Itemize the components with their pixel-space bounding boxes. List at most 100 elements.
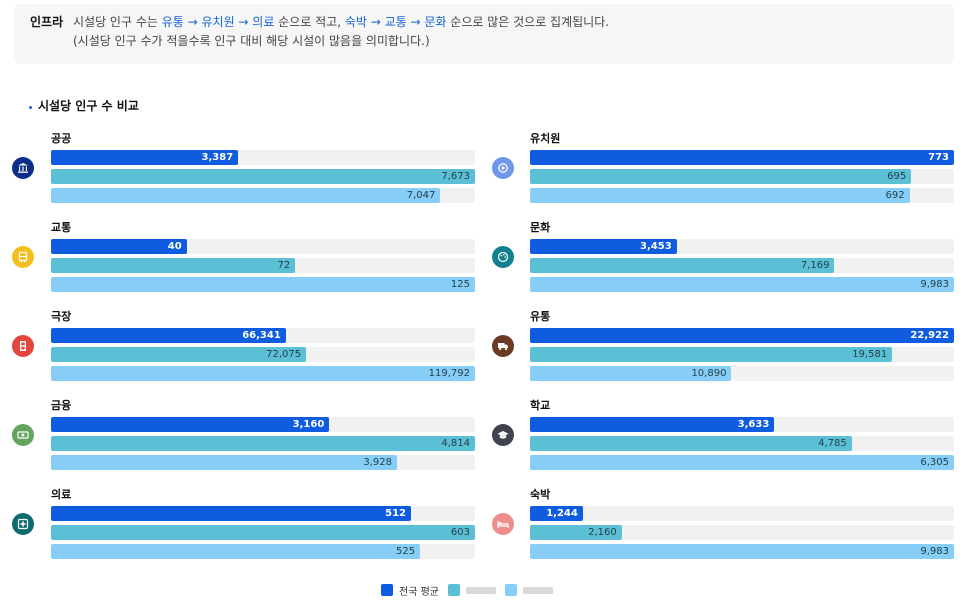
bar-value-label: 66,341 <box>242 330 281 341</box>
kindergarten-icon <box>492 157 514 179</box>
legend-swatch <box>381 584 393 596</box>
bar: 1,244 <box>530 506 583 521</box>
bar: 695 <box>530 169 912 184</box>
bar: 3,387 <box>51 150 239 165</box>
info-summary-text: 시설당 인구 수는 유통 → 유치원 → 의료 순으로 적고, 숙박 → 교통 … <box>73 15 610 29</box>
bar: 4,785 <box>530 436 852 451</box>
bar: 3,453 <box>530 239 677 254</box>
bar: 512 <box>51 506 411 521</box>
category-title: 극장 <box>51 310 72 323</box>
bar-value-label: 22,922 <box>910 330 949 341</box>
bar-track: 4,785 <box>530 436 954 451</box>
bar-value-label: 773 <box>928 152 949 163</box>
bed-icon <box>492 513 514 535</box>
bar: 22,922 <box>530 328 954 343</box>
category-title: 금융 <box>51 399 72 412</box>
bar-track: 22,922 <box>530 328 954 343</box>
bar-track: 7,673 <box>51 169 475 184</box>
bar: 3,633 <box>530 417 775 432</box>
high-sequence: 숙박 → 교통 → 문화 <box>344 15 447 29</box>
government-building-icon <box>12 157 34 179</box>
palette-icon <box>492 246 514 268</box>
bar-value-label: 7,673 <box>441 171 470 182</box>
bar: 72 <box>51 258 296 273</box>
bar-value-label: 2,160 <box>588 527 617 538</box>
bar: 2,160 <box>530 525 622 540</box>
bar-track: 3,387 <box>51 150 475 165</box>
bar: 125 <box>51 277 475 292</box>
bar-value-label: 19,581 <box>852 349 888 360</box>
bar-track: 119,792 <box>51 366 475 381</box>
bar: 9,983 <box>530 277 954 292</box>
bar: 7,169 <box>530 258 835 273</box>
bar-track: 125 <box>51 277 475 292</box>
bar-value-label: 6,305 <box>920 457 949 468</box>
bar: 19,581 <box>530 347 893 362</box>
bar: 7,673 <box>51 169 475 184</box>
legend-label-obscured <box>522 586 553 594</box>
category-title: 공공 <box>51 132 72 145</box>
bar-value-label: 9,983 <box>920 279 949 290</box>
bar-track: 2,160 <box>530 525 954 540</box>
bar: 66,341 <box>51 328 286 343</box>
medical-cross-icon <box>12 513 34 535</box>
legend-item-series-2 <box>447 584 496 596</box>
bar: 10,890 <box>530 366 732 381</box>
category-title: 유통 <box>530 310 551 323</box>
bar-track: 1,244 <box>530 506 954 521</box>
bar-value-label: 4,785 <box>818 438 847 449</box>
bar: 6,305 <box>530 455 954 470</box>
bar: 119,792 <box>51 366 475 381</box>
bar-value-label: 525 <box>396 546 416 557</box>
info-note-text: (시설당 인구 수가 적을수록 인구 대비 해당 시설이 많음을 의미합니다.) <box>73 34 430 48</box>
bar-value-label: 3,633 <box>737 419 770 430</box>
bar-value-label: 3,453 <box>640 241 672 252</box>
bar: 72,075 <box>51 347 307 362</box>
bar-track: 7,169 <box>530 258 954 273</box>
bar-track: 72 <box>51 258 475 273</box>
bar-track: 525 <box>51 544 475 559</box>
bar-value-label: 119,792 <box>428 368 470 379</box>
legend-item-national-average: 전국 평균 <box>381 583 439 598</box>
category-title: 유치원 <box>530 132 561 145</box>
delivery-truck-icon <box>492 335 514 357</box>
bar-track: 6,305 <box>530 455 954 470</box>
bar-value-label: 3,928 <box>363 457 392 468</box>
bar: 7,047 <box>51 188 441 203</box>
category-title: 문화 <box>530 221 551 234</box>
low-sequence: 유통 → 유치원 → 의료 <box>161 15 275 29</box>
bar-track: 10,890 <box>530 366 954 381</box>
info-tag: 인프라 <box>30 15 64 29</box>
bar-track: 773 <box>530 150 954 165</box>
bar-value-label: 692 <box>885 190 905 201</box>
category-title: 학교 <box>530 399 551 412</box>
bar-track: 9,983 <box>530 277 954 292</box>
bar: 603 <box>51 525 475 540</box>
bar-track: 3,160 <box>51 417 475 432</box>
bar: 9,983 <box>530 544 954 559</box>
bar-track: 4,814 <box>51 436 475 451</box>
bar-track: 40 <box>51 239 475 254</box>
category-title: 교통 <box>51 221 72 234</box>
bar: 3,928 <box>51 455 397 470</box>
bar-value-label: 695 <box>887 171 907 182</box>
legend-swatch <box>504 584 517 596</box>
bar-track: 66,341 <box>51 328 475 343</box>
legend-label-obscured <box>465 586 496 594</box>
legend: 전국 평균 <box>381 583 562 598</box>
bar-track: 19,581 <box>530 347 954 362</box>
legend-label: 전국 평균 <box>399 586 439 598</box>
bar-track: 3,633 <box>530 417 954 432</box>
category-title: 숙박 <box>530 488 551 501</box>
bar-track: 692 <box>530 188 954 203</box>
bar-value-label: 40 <box>167 241 182 252</box>
bar: 40 <box>51 239 187 254</box>
legend-item-series-3 <box>504 584 553 596</box>
bar-value-label: 512 <box>385 508 406 519</box>
bar-value-label: 603 <box>450 527 470 538</box>
bar-track: 603 <box>51 525 475 540</box>
info-box: 인프라 시설당 인구 수는 유통 → 유치원 → 의료 순으로 적고, 숙박 →… <box>14 4 954 64</box>
film-icon <box>12 335 34 357</box>
bar-value-label: 1,244 <box>546 508 578 519</box>
bar-track: 9,983 <box>530 544 954 559</box>
